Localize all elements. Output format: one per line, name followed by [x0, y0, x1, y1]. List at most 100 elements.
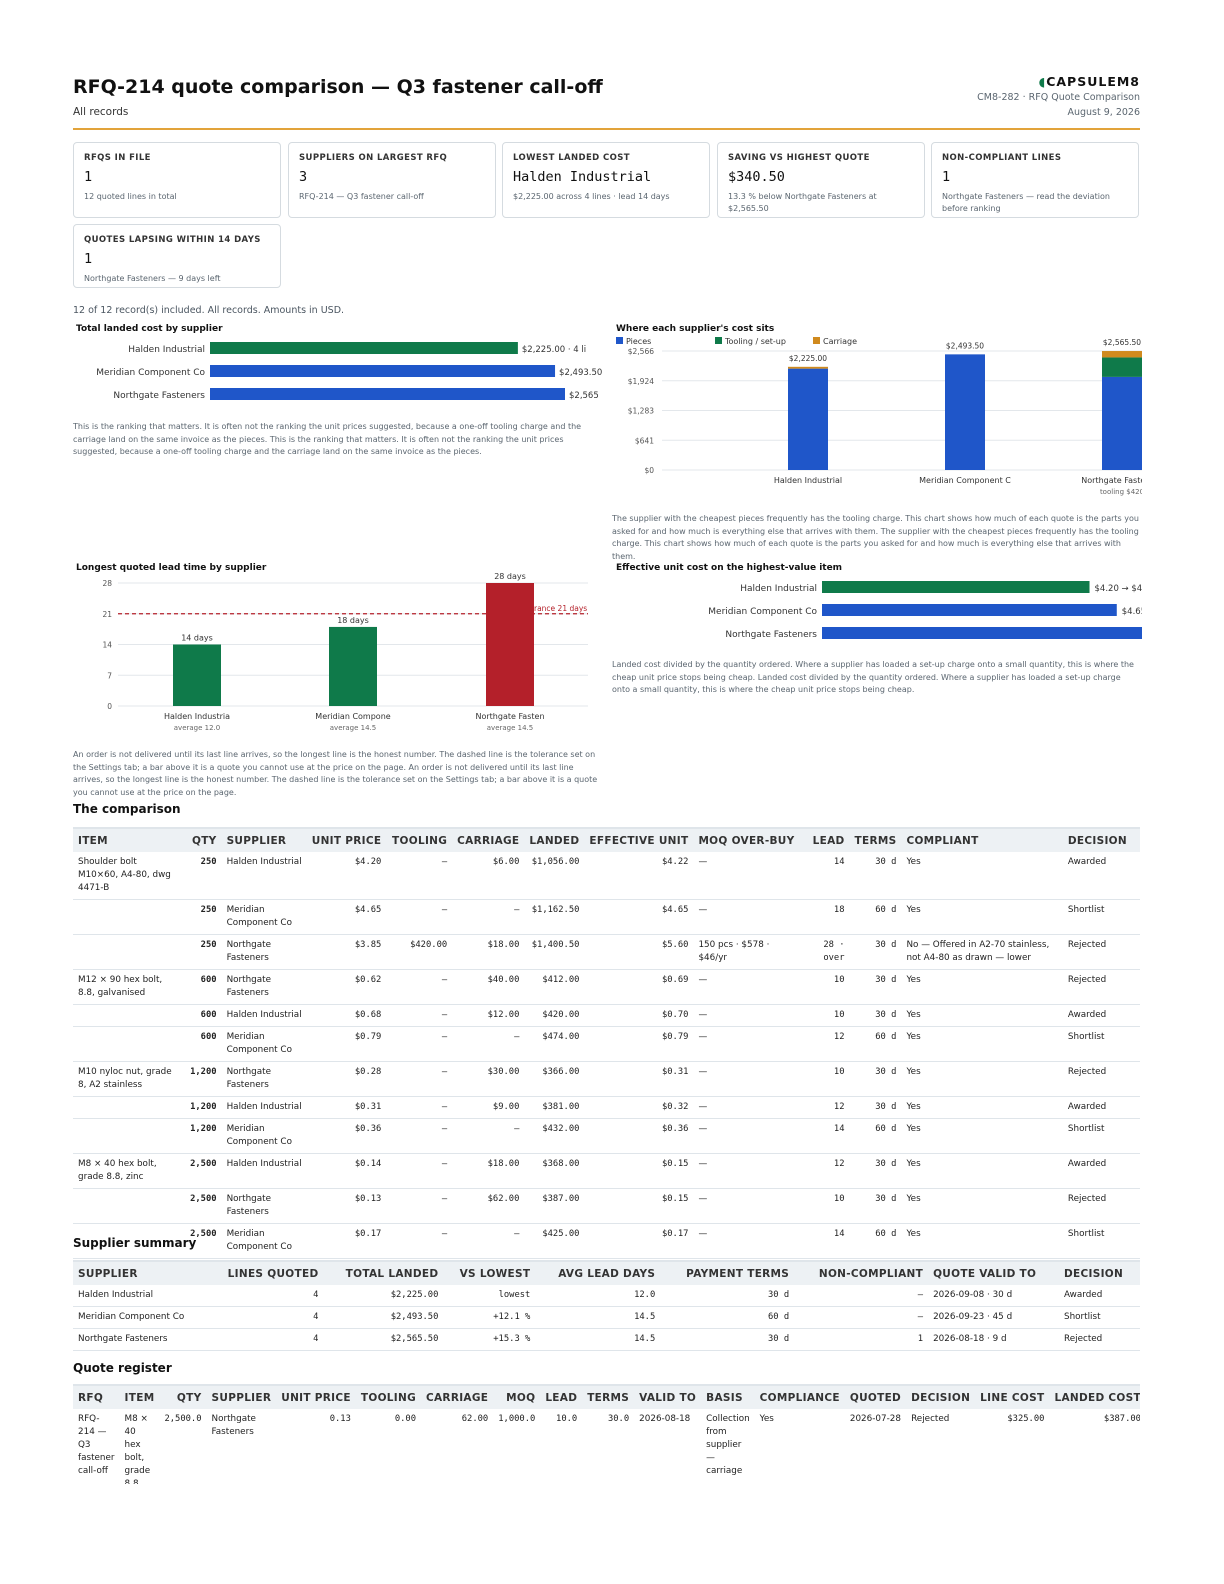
column-header[interactable]: LANDED [524, 827, 585, 852]
table-cell: 600 [183, 1026, 222, 1062]
bar-total-label: $2,225.00 [789, 354, 827, 363]
table-cell: Yes [901, 1153, 1063, 1189]
column-header[interactable]: DECISION [1059, 1260, 1140, 1285]
column-header[interactable]: CARRIAGE [421, 1384, 494, 1409]
column-header[interactable]: QUOTED [844, 1384, 907, 1409]
table-cell: 4 [222, 1328, 324, 1351]
chart-lead-time: 0 7 14 21 28 14 days Halden Industria average 1… [102, 572, 588, 732]
column-header[interactable]: LEAD [799, 827, 850, 852]
table-cell: 60 d [849, 899, 902, 935]
column-header[interactable]: LANDED COST [1049, 1384, 1140, 1409]
column-header[interactable]: COMPLIANCE [754, 1384, 845, 1409]
column-header[interactable]: COMPLIANT [901, 827, 1063, 852]
table-cell: Meridian Component Co [221, 1223, 307, 1259]
kpi-sub: Northgate Fasteners — 9 days left [84, 274, 221, 283]
column-header[interactable]: AVG LEAD DAYS [535, 1260, 661, 1285]
column-header[interactable]: RFQ [73, 1384, 120, 1409]
table-cell: 30 d [849, 1153, 902, 1189]
table-cell: RFQ-214 — Q3 fastener call-off [73, 1409, 120, 1484]
column-header[interactable]: TERMS [582, 1384, 635, 1409]
column-header[interactable]: MOQ [493, 1384, 541, 1409]
chart-title-unit: Effective unit cost on the highest-value… [616, 563, 843, 573]
comparison-table: ITEM QTY SUPPLIER UNIT PRICE TOOLING CARRIAGE… [73, 827, 1140, 1259]
doc-ref: CM8-282 · RFQ Quote Comparison [977, 92, 1140, 103]
column-header[interactable]: MOQ OVER-BUY [693, 827, 800, 852]
column-header[interactable]: LINES QUOTED [222, 1260, 324, 1285]
table-cell: $4.22 [584, 852, 694, 900]
table-cell: 10 [799, 1004, 850, 1027]
column-header[interactable]: TOTAL LANDED [323, 1260, 444, 1285]
column-header[interactable]: NON-COMPLIANT [794, 1260, 929, 1285]
column-header[interactable]: ITEM [73, 827, 184, 852]
table-cell: $0.15 [584, 1188, 694, 1224]
column-header[interactable]: TOOLING [386, 827, 453, 852]
column-header[interactable]: LEAD [540, 1384, 583, 1409]
table-cell: 10 [799, 969, 850, 1005]
table-cell: — [794, 1306, 929, 1329]
table-cell: Meridian Component Co [221, 1118, 307, 1154]
section-title-summary: Supplier summary [73, 1236, 197, 1250]
table-cell: Meridian Component Co [73, 1306, 223, 1329]
column-header[interactable]: EFFECTIVE UNIT [584, 827, 694, 852]
column-header[interactable]: SUPPLIER [73, 1260, 223, 1285]
column-header[interactable]: SUPPLIER [221, 827, 307, 852]
column-header[interactable]: CARRIAGE [452, 827, 525, 852]
y-tick-label: $2,566 [628, 347, 654, 356]
column-header[interactable]: SUPPLIER [206, 1384, 277, 1409]
table-cell: 30 d [849, 1096, 902, 1119]
table-cell: 0.13 [276, 1409, 356, 1484]
column-header[interactable]: VALID TO [634, 1384, 702, 1409]
table-cell [73, 899, 184, 935]
table-cell: $2,493.50 [323, 1306, 444, 1329]
column-header[interactable]: UNIT PRICE [276, 1384, 356, 1409]
table-cell [73, 1026, 184, 1062]
table-cell: No — Offered in A2-70 stainless, not A4-… [901, 934, 1063, 970]
table-header-row: RFQ ITEM QTY SUPPLIER UNIT PRICE TOOLING CARRI… [73, 1384, 1140, 1409]
column-header[interactable]: QTY [183, 827, 222, 852]
table-cell: $0.28 [306, 1061, 387, 1097]
table-cell [73, 1096, 184, 1119]
column-header[interactable]: ITEM [119, 1384, 160, 1409]
table-cell: 10.0 [540, 1409, 583, 1484]
table-cell: 600 [183, 969, 222, 1005]
column-header[interactable]: VS LOWEST [443, 1260, 536, 1285]
column-header[interactable]: QTY [159, 1384, 207, 1409]
bar-total-label: $2,565.50 [1103, 338, 1141, 347]
bar-category-label: Northgate Fasteners [725, 630, 817, 640]
bar-value-label: $2,225.00 · 4 li [522, 345, 586, 355]
table-cell: — [693, 1026, 800, 1062]
column-header[interactable]: UNIT PRICE [306, 827, 387, 852]
table-cell: Awarded [1062, 1096, 1140, 1119]
column-header[interactable]: PAYMENT TERMS [660, 1260, 795, 1285]
table-cell: 150 pcs · $578 · $46/yr [693, 934, 800, 970]
table-row: Halden Industrial 4 $2,225.00 lowest 12.0 30 … [73, 1285, 1140, 1307]
chart-note-ranking: This is the ranking that matters. It is … [73, 422, 582, 456]
column-header[interactable]: DECISION [1062, 827, 1140, 852]
table-cell: Rejected [906, 1409, 976, 1484]
column-header[interactable]: DECISION [906, 1384, 976, 1409]
table-cell: 14 [799, 852, 850, 900]
table-cell: — [386, 1096, 453, 1119]
kpi-value: Halden Industrial [513, 169, 652, 185]
table-cell: 1,200 [183, 1096, 222, 1119]
kpi-sub: 12 quoted lines in total [84, 192, 177, 201]
table-cell: 2026-07-28 [844, 1409, 907, 1484]
table-cell: Northgate Fasteners [206, 1409, 277, 1484]
column-header[interactable]: BASIS [701, 1384, 755, 1409]
table-cell: 2026-09-23 · 45 d [928, 1306, 1059, 1329]
table-cell: Rejected [1062, 1061, 1140, 1097]
column-header[interactable]: QUOTE VALID TO [928, 1260, 1059, 1285]
table-cell: 1,200 [183, 1118, 222, 1154]
table-cell: 30 d [660, 1328, 795, 1351]
table-cell: Halden Industrial [73, 1285, 223, 1307]
chart-note-cost-sits: The supplier with the cheapest pieces fr… [612, 514, 1139, 561]
column-header[interactable]: TOOLING [355, 1384, 421, 1409]
table-cell: Northgate Fasteners [221, 1061, 307, 1097]
table-cell: — [386, 969, 453, 1005]
table-cell: 1,200 [183, 1061, 222, 1097]
table-cell [73, 1188, 184, 1224]
bar [822, 604, 1117, 616]
table-cell: Northgate Fasteners [73, 1328, 223, 1351]
column-header[interactable]: TERMS [849, 827, 902, 852]
column-header[interactable]: LINE COST [975, 1384, 1050, 1409]
